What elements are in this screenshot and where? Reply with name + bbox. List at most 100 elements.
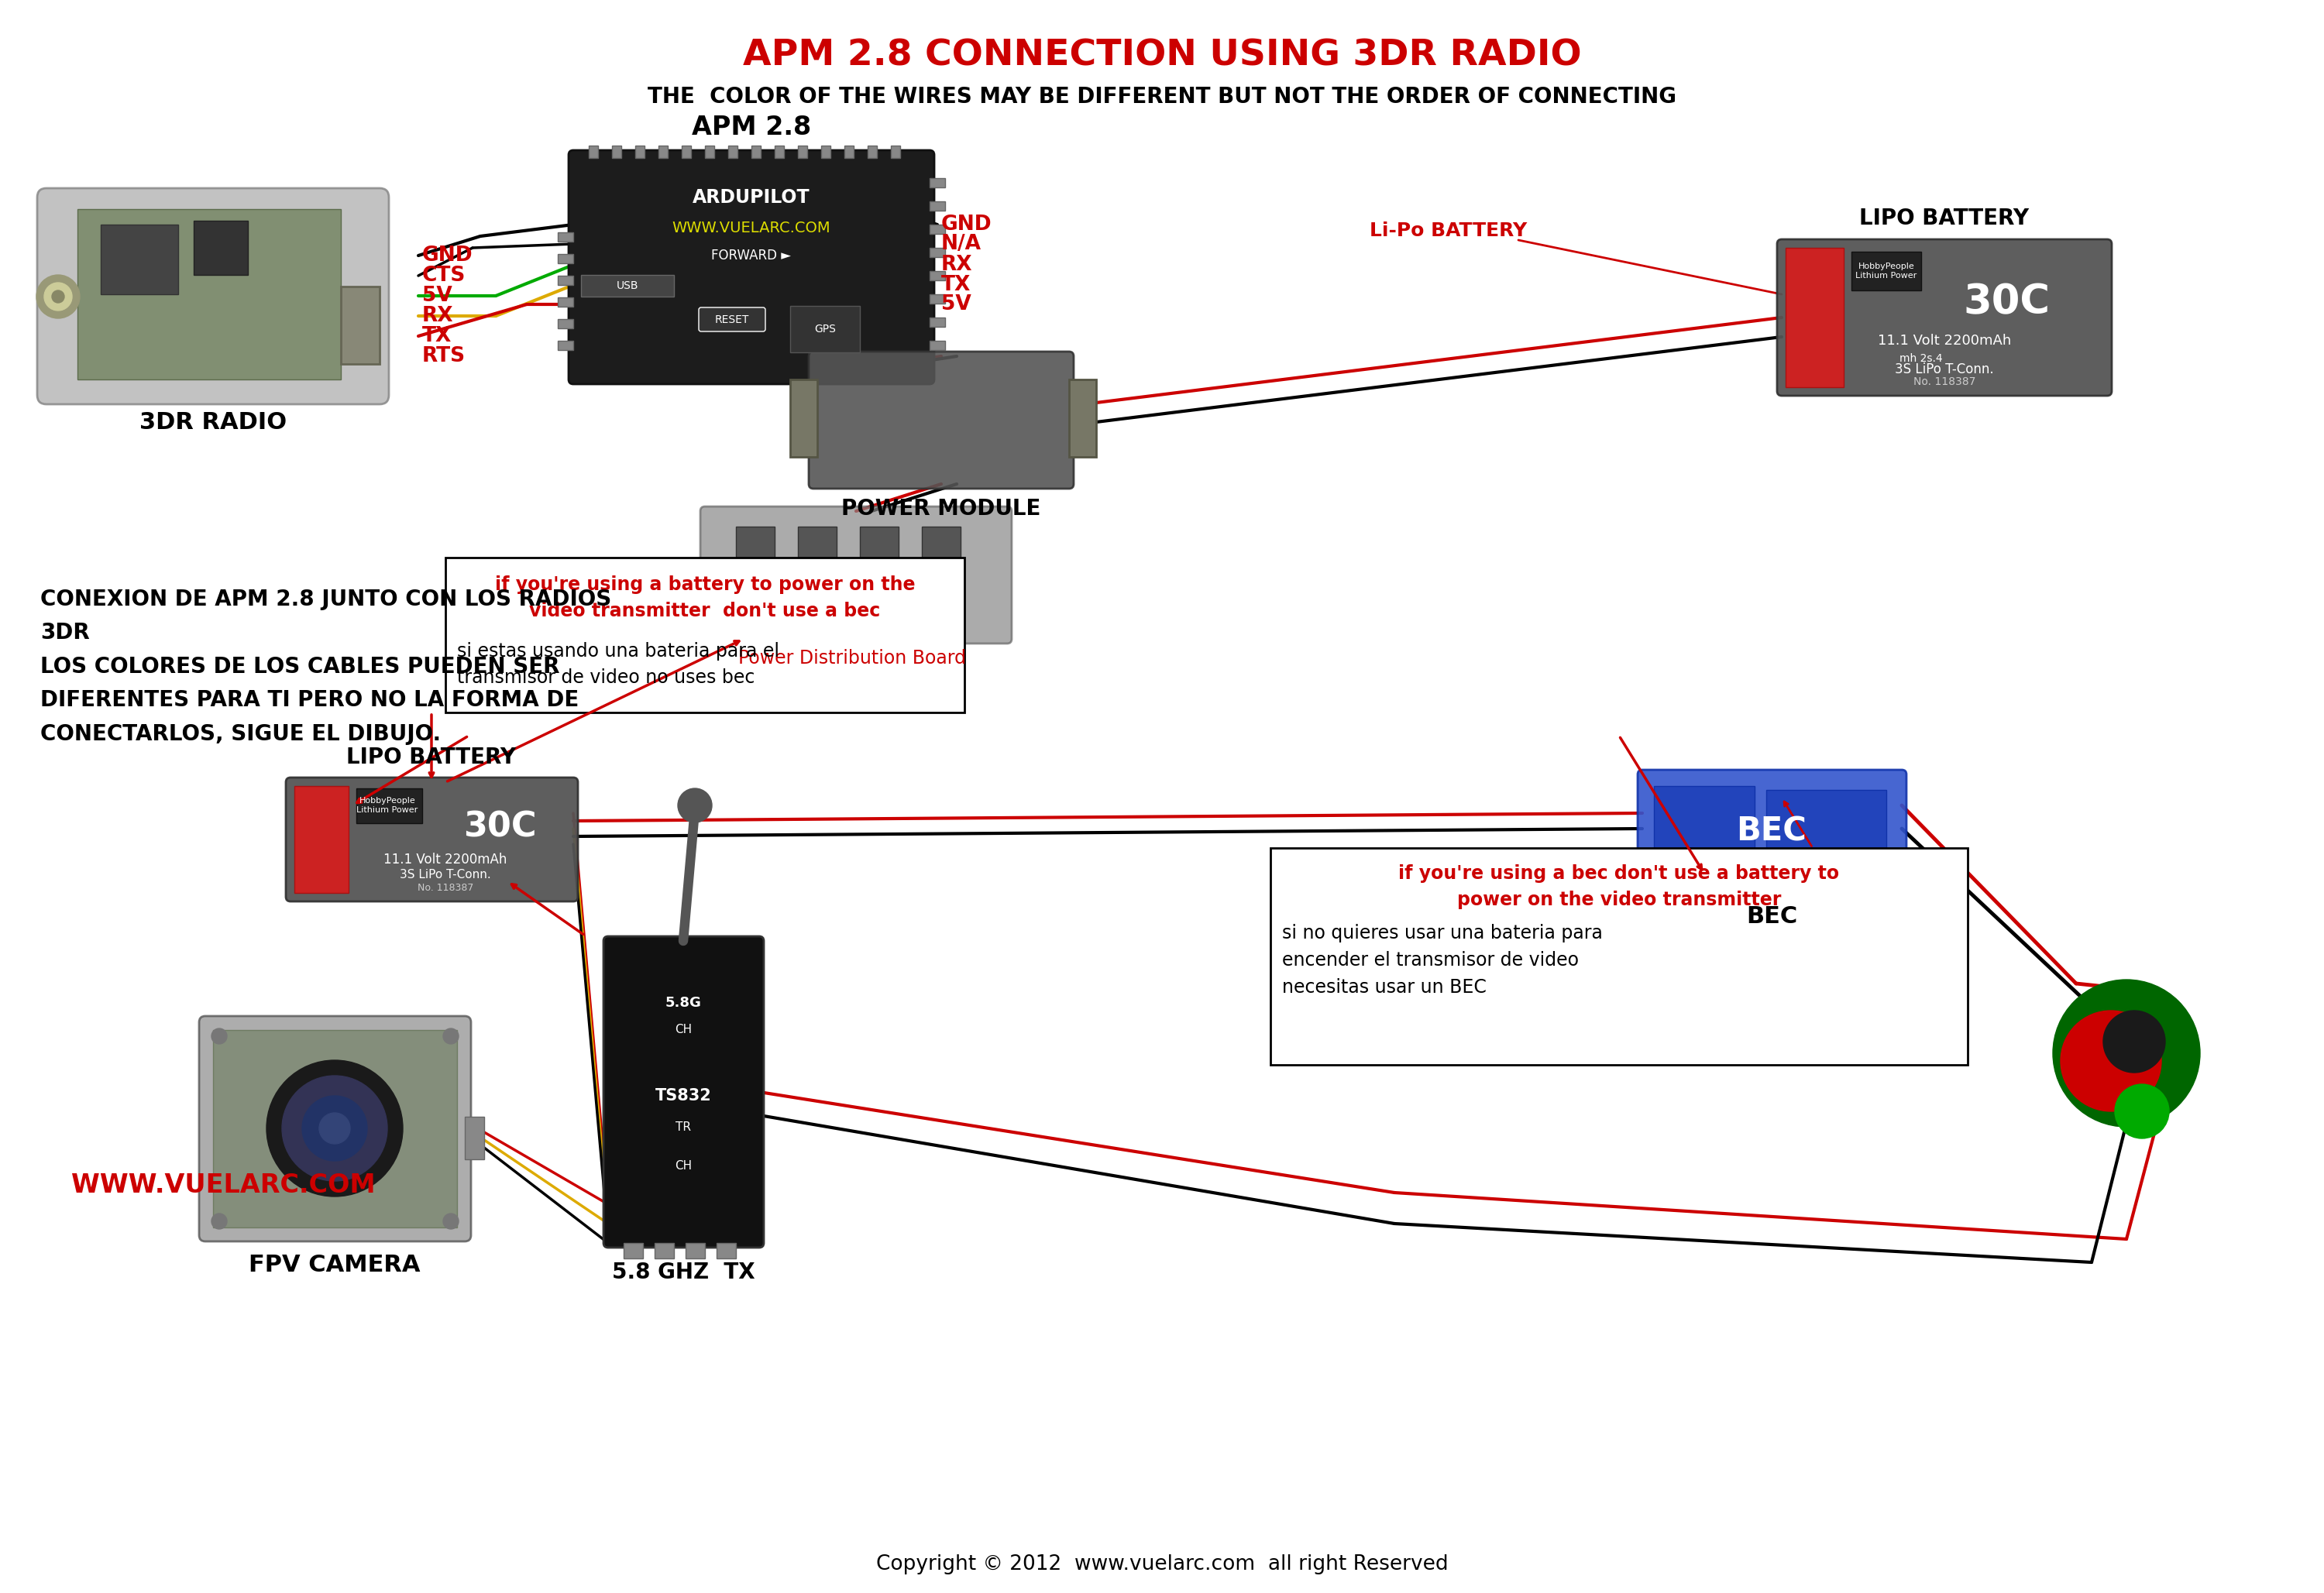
Bar xyxy=(790,306,860,352)
Text: LIPO BATTERY: LIPO BATTERY xyxy=(346,747,516,768)
Text: POWER MODULE: POWER MODULE xyxy=(841,499,1041,519)
Text: No. 118387: No. 118387 xyxy=(418,883,474,894)
Text: WWW.VUELARC.COM: WWW.VUELARC.COM xyxy=(672,221,830,236)
Bar xyxy=(797,527,837,558)
Text: RTS: RTS xyxy=(423,346,465,366)
FancyBboxPatch shape xyxy=(1778,239,2113,395)
Bar xyxy=(581,276,674,296)
Bar xyxy=(930,317,946,327)
Bar xyxy=(446,558,964,712)
Circle shape xyxy=(44,282,72,311)
Circle shape xyxy=(281,1075,388,1180)
Circle shape xyxy=(318,1114,351,1144)
Text: CONEXION DE APM 2.8 JUNTO CON LOS RADIOS
3DR
LOS COLORES DE LOS CABLES PUEDEN SE: CONEXION DE APM 2.8 JUNTO CON LOS RADIOS… xyxy=(40,588,611,744)
Text: GND: GND xyxy=(941,215,992,234)
Text: USB: USB xyxy=(616,280,639,292)
Text: GPS: GPS xyxy=(813,323,837,335)
Bar xyxy=(193,221,249,276)
Bar xyxy=(727,145,737,158)
Circle shape xyxy=(267,1061,402,1196)
Bar xyxy=(930,271,946,280)
Circle shape xyxy=(2103,1010,2166,1072)
FancyBboxPatch shape xyxy=(604,937,765,1247)
Bar xyxy=(465,1117,483,1160)
Bar xyxy=(658,145,667,158)
Bar xyxy=(930,249,946,256)
Bar xyxy=(1271,847,1968,1064)
Text: ARDUPILOT: ARDUPILOT xyxy=(693,188,811,207)
Text: Li-Po BATTERY: Li-Po BATTERY xyxy=(1369,221,1527,241)
Text: CH: CH xyxy=(674,1024,693,1035)
Circle shape xyxy=(2061,1010,2161,1112)
Circle shape xyxy=(2115,1085,2168,1139)
Text: Power Distribution Board: Power Distribution Board xyxy=(739,648,967,667)
Bar xyxy=(820,581,913,623)
Text: CTS: CTS xyxy=(423,266,465,285)
Text: 11.1 Volt 2200mAh: 11.1 Volt 2200mAh xyxy=(1878,335,2010,347)
Bar xyxy=(342,287,379,363)
Text: 5V: 5V xyxy=(423,285,453,306)
Text: 11.1 Volt 2200mAh: 11.1 Volt 2200mAh xyxy=(383,852,507,867)
Bar xyxy=(890,145,899,158)
Bar xyxy=(295,785,349,894)
Bar xyxy=(716,1243,737,1258)
Text: N/A: N/A xyxy=(941,234,981,253)
Text: TX: TX xyxy=(423,327,451,346)
Bar xyxy=(686,1243,704,1258)
Circle shape xyxy=(679,789,711,822)
Text: 5V: 5V xyxy=(941,295,971,314)
Bar xyxy=(930,225,946,234)
Text: BEC: BEC xyxy=(1736,816,1806,847)
Bar xyxy=(820,145,830,158)
Circle shape xyxy=(302,1096,367,1161)
Circle shape xyxy=(444,1214,458,1230)
Text: 3DR RADIO: 3DR RADIO xyxy=(139,411,286,433)
Text: si no quieres usar una bateria para
encender el transmisor de video
necesitas us: si no quieres usar una bateria para ence… xyxy=(1283,924,1604,997)
FancyBboxPatch shape xyxy=(700,507,1011,644)
Bar xyxy=(797,145,806,158)
Bar xyxy=(655,1243,674,1258)
Text: APM 2.8: APM 2.8 xyxy=(693,115,811,140)
Bar xyxy=(867,145,876,158)
Text: BEC: BEC xyxy=(1745,905,1796,927)
Bar xyxy=(1766,790,1887,867)
Bar xyxy=(737,527,774,558)
Circle shape xyxy=(444,1029,458,1043)
Bar xyxy=(214,1031,458,1228)
Text: FPV CAMERA: FPV CAMERA xyxy=(249,1254,421,1276)
Bar xyxy=(1785,249,1843,387)
Text: RX: RX xyxy=(941,255,974,276)
Bar xyxy=(930,341,946,350)
Text: TX: TX xyxy=(941,276,971,295)
Bar xyxy=(558,233,574,242)
Bar xyxy=(558,253,574,263)
FancyBboxPatch shape xyxy=(200,1016,472,1241)
Text: WWW.VUELARC.COM: WWW.VUELARC.COM xyxy=(72,1172,376,1198)
FancyBboxPatch shape xyxy=(809,352,1074,489)
FancyBboxPatch shape xyxy=(700,307,765,331)
Bar xyxy=(1069,379,1097,457)
Text: RX: RX xyxy=(423,306,453,327)
Circle shape xyxy=(211,1214,228,1230)
Text: RESET: RESET xyxy=(716,314,748,325)
Circle shape xyxy=(37,276,79,319)
Bar xyxy=(588,145,597,158)
Bar xyxy=(923,527,960,558)
Bar xyxy=(356,789,423,824)
Bar xyxy=(751,145,760,158)
Text: APM 2.8 CONNECTION USING 3DR RADIO: APM 2.8 CONNECTION USING 3DR RADIO xyxy=(744,38,1580,73)
Text: if you're using a bec don't use a battery to
power on the video transmitter: if you're using a bec don't use a batter… xyxy=(1399,865,1841,910)
FancyBboxPatch shape xyxy=(569,150,934,384)
Text: Copyright © 2012  www.vuelarc.com  all right Reserved: Copyright © 2012 www.vuelarc.com all rig… xyxy=(876,1555,1448,1574)
Bar xyxy=(844,145,853,158)
Bar xyxy=(634,145,644,158)
FancyBboxPatch shape xyxy=(286,777,579,902)
Text: THE  COLOR OF THE WIRES MAY BE DIFFERENT BUT NOT THE ORDER OF CONNECTING: THE COLOR OF THE WIRES MAY BE DIFFERENT … xyxy=(648,86,1676,108)
Circle shape xyxy=(211,1029,228,1043)
Bar xyxy=(558,341,574,350)
Bar xyxy=(100,225,179,295)
Text: HobbyPeople
Lithium Power: HobbyPeople Lithium Power xyxy=(1855,263,1917,280)
Text: si estas usando una bateria para el
transmisor de video no uses bec: si estas usando una bateria para el tran… xyxy=(458,642,779,687)
Circle shape xyxy=(2052,980,2201,1126)
Text: TS832: TS832 xyxy=(655,1088,711,1104)
